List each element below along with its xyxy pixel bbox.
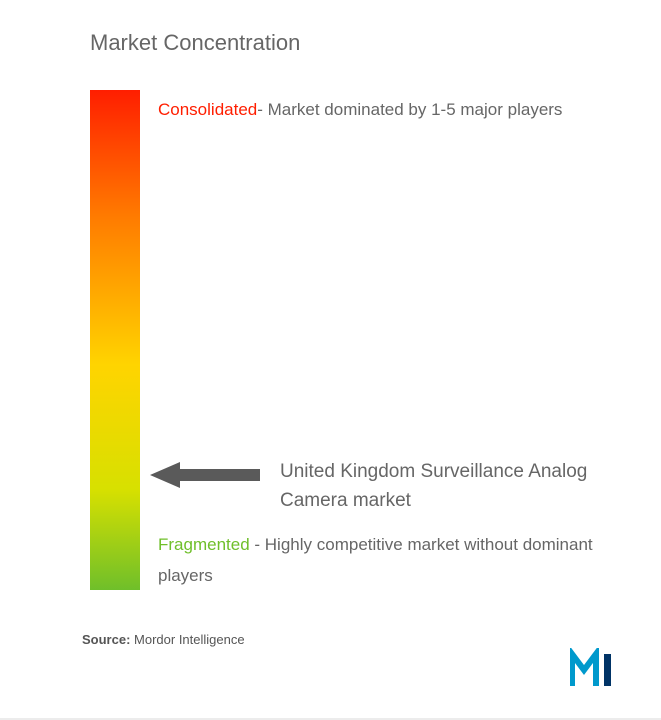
concentration-gradient-bar — [90, 90, 140, 590]
fragmented-label: Fragmented - Highly competitive market w… — [158, 530, 608, 591]
fragmented-term: Fragmented — [158, 535, 250, 554]
market-pointer-label: United Kingdom Surveillance Analog Camer… — [280, 458, 600, 515]
arrow-left-icon — [150, 460, 260, 490]
source-name: Mordor Intelligence — [134, 632, 245, 647]
consolidated-description: - Market dominated by 1-5 major players — [257, 100, 562, 119]
source-attribution: Source: Mordor Intelligence — [82, 632, 245, 647]
consolidated-label: Consolidated- Market dominated by 1-5 ma… — [158, 95, 588, 126]
chart-title: Market Concentration — [90, 30, 300, 56]
source-prefix: Source: — [82, 632, 130, 647]
market-pointer: United Kingdom Surveillance Analog Camer… — [150, 458, 600, 515]
mordor-logo-icon — [570, 648, 626, 688]
consolidated-term: Consolidated — [158, 100, 257, 119]
